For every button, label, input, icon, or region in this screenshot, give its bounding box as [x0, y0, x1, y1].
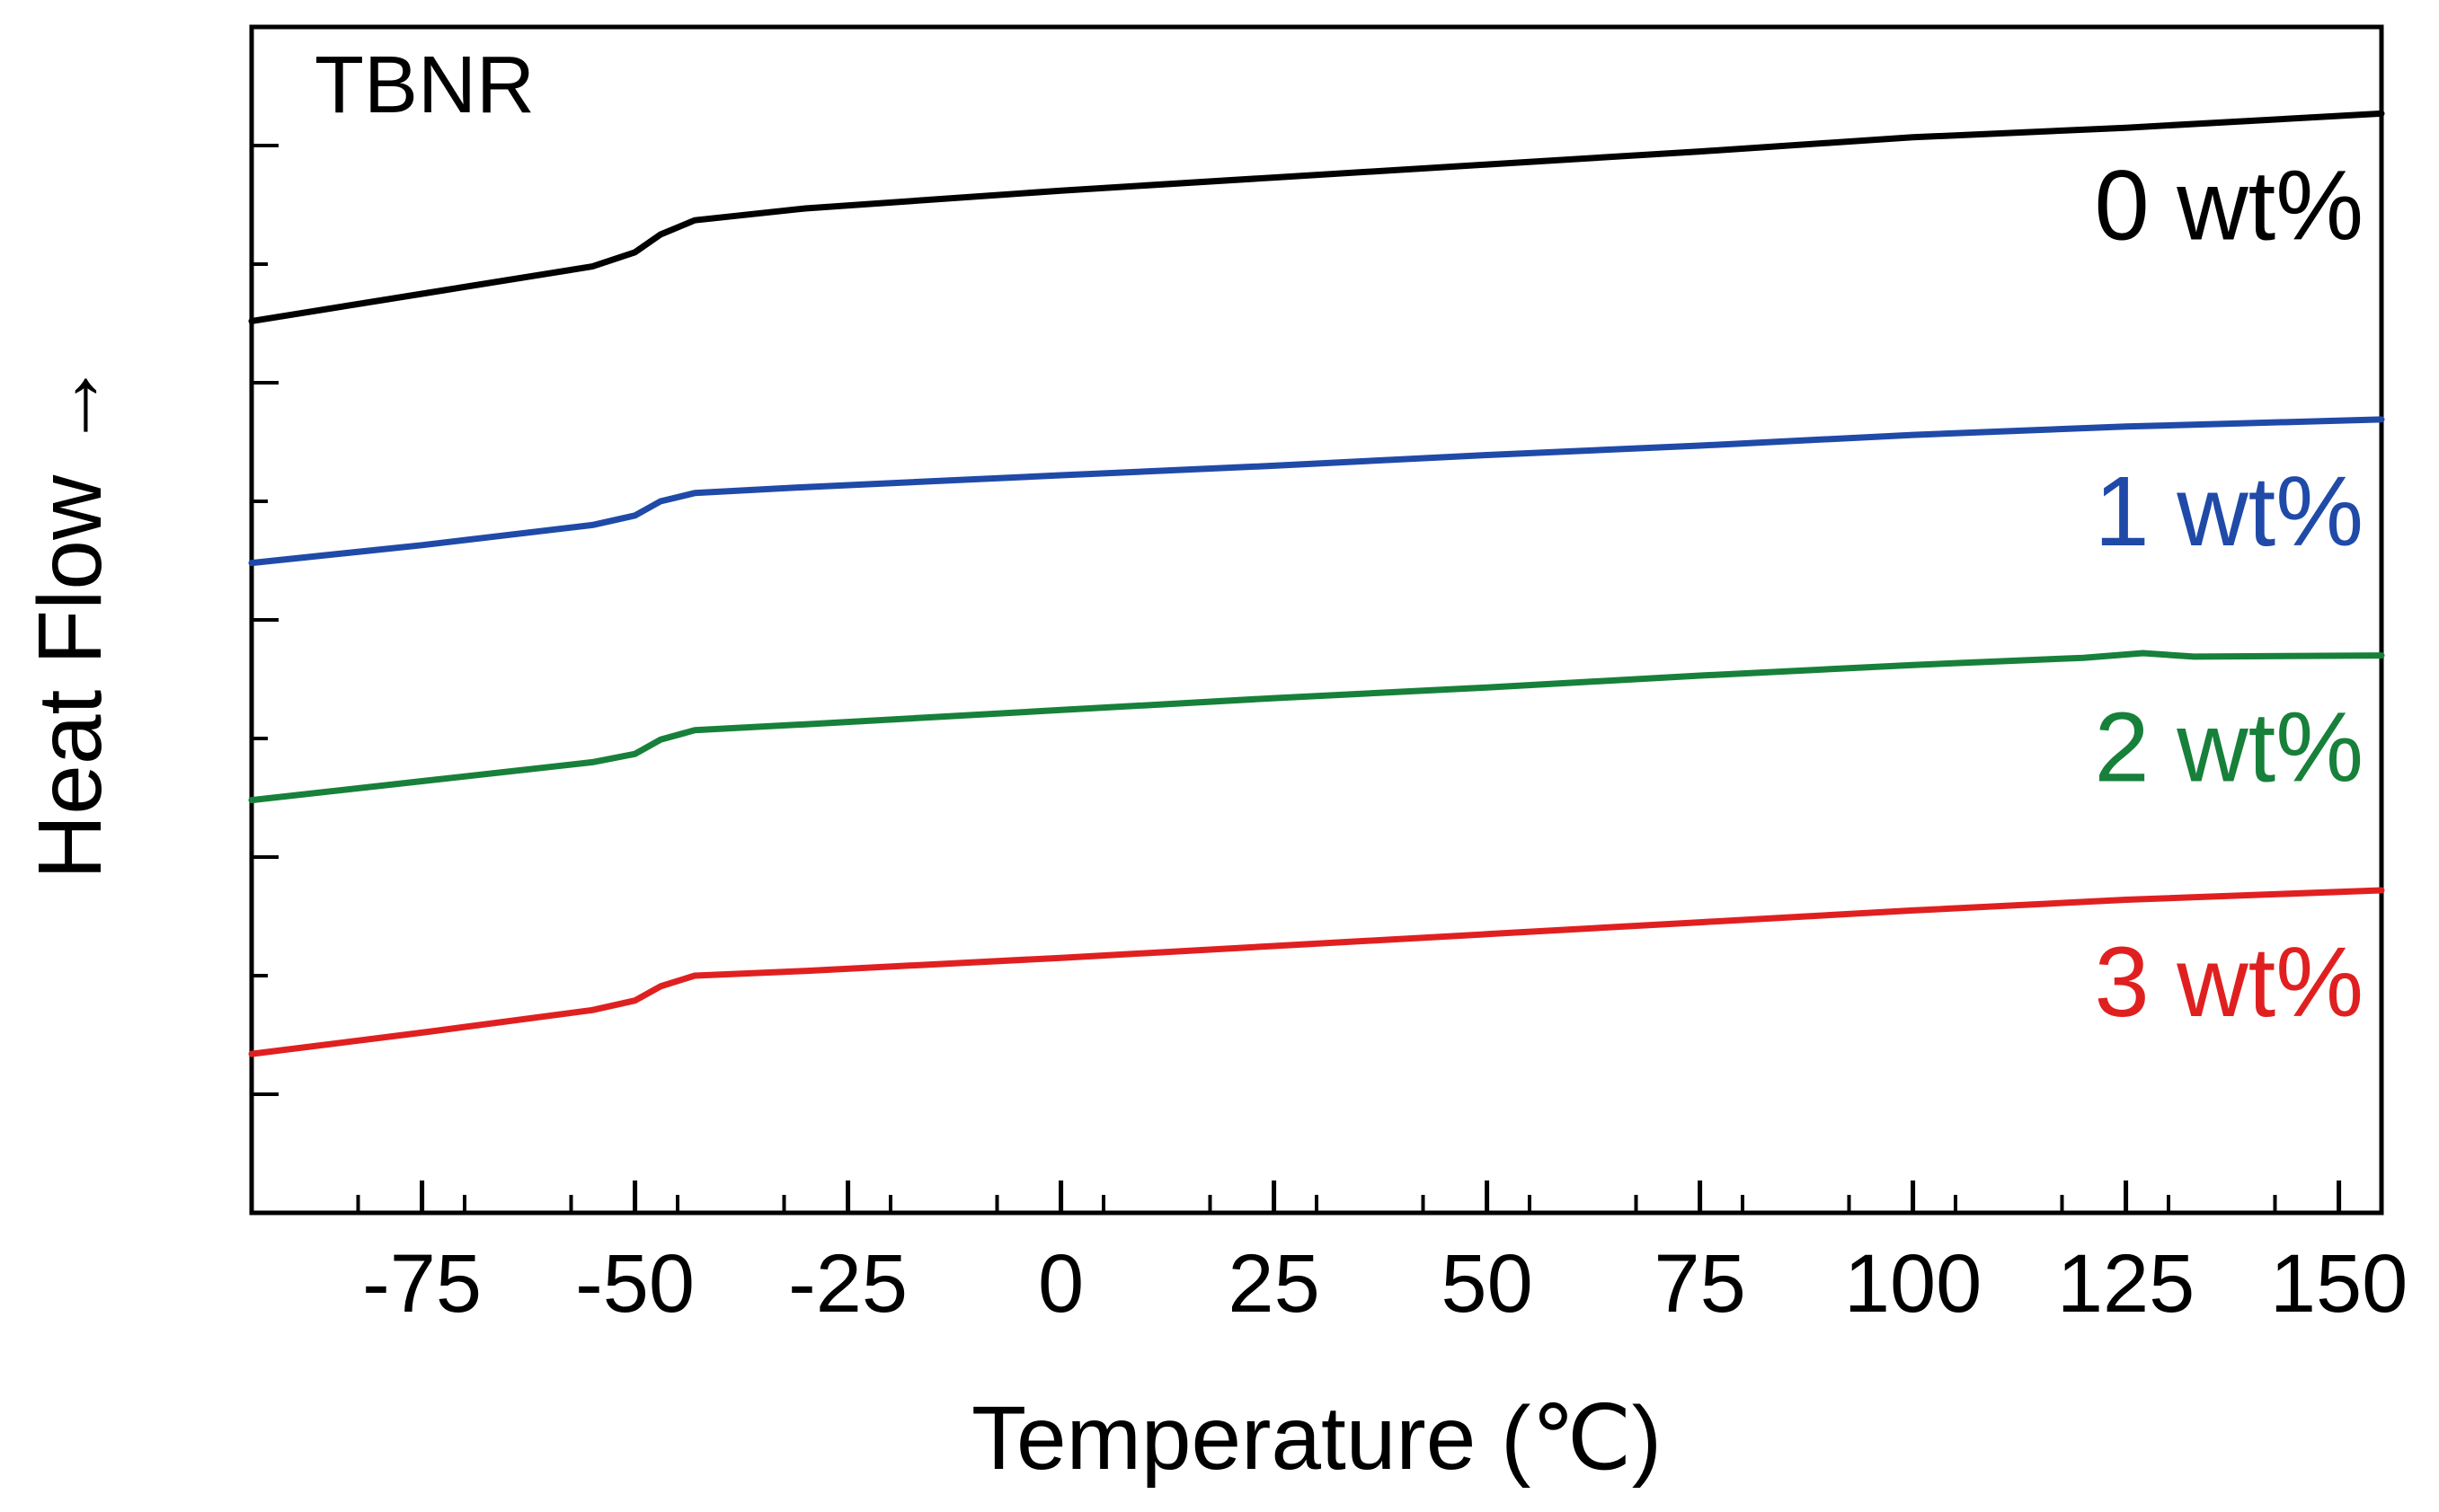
- x-tick-label: -50: [575, 1238, 695, 1330]
- x-tick-label: 125: [2057, 1238, 2195, 1330]
- series-label-1: 1 wt%: [2094, 456, 2364, 567]
- series-layer: [248, 110, 2385, 1057]
- series-label-2: 2 wt%: [2094, 693, 2364, 803]
- x-tick-label: 25: [1228, 1238, 1319, 1330]
- x-tick-label: 150: [2270, 1238, 2408, 1330]
- series-line-2: [248, 650, 2385, 804]
- series-label-0: 0 wt%: [2094, 150, 2364, 261]
- y-tick-group: [252, 144, 279, 1096]
- chart-annotation: TBNR: [315, 40, 535, 130]
- x-tick-label: 100: [1844, 1238, 1982, 1330]
- series-line-0: [248, 110, 2385, 324]
- x-tick-label: 50: [1441, 1238, 1532, 1330]
- series-label-3: 3 wt%: [2094, 927, 2364, 1038]
- x-tick-label: 75: [1654, 1238, 1745, 1330]
- series-label-layer: 0 wt% 1 wt% 2 wt% 3 wt%: [2094, 150, 2364, 1038]
- series-line-3: [248, 887, 2385, 1057]
- x-tick-label: -25: [788, 1238, 908, 1330]
- plot-frame: [249, 24, 2384, 1216]
- x-tick-label: -75: [362, 1238, 482, 1330]
- x-axis-label: Temperature (℃): [971, 1388, 1662, 1489]
- x-tick-label: 0: [1038, 1238, 1084, 1330]
- x-tick-group: -75 -50 -25 0 25 50 75 100 125 150: [356, 1180, 2408, 1330]
- series-line-1: [248, 416, 2385, 567]
- y-axis-label: Heat Flow →: [20, 360, 120, 880]
